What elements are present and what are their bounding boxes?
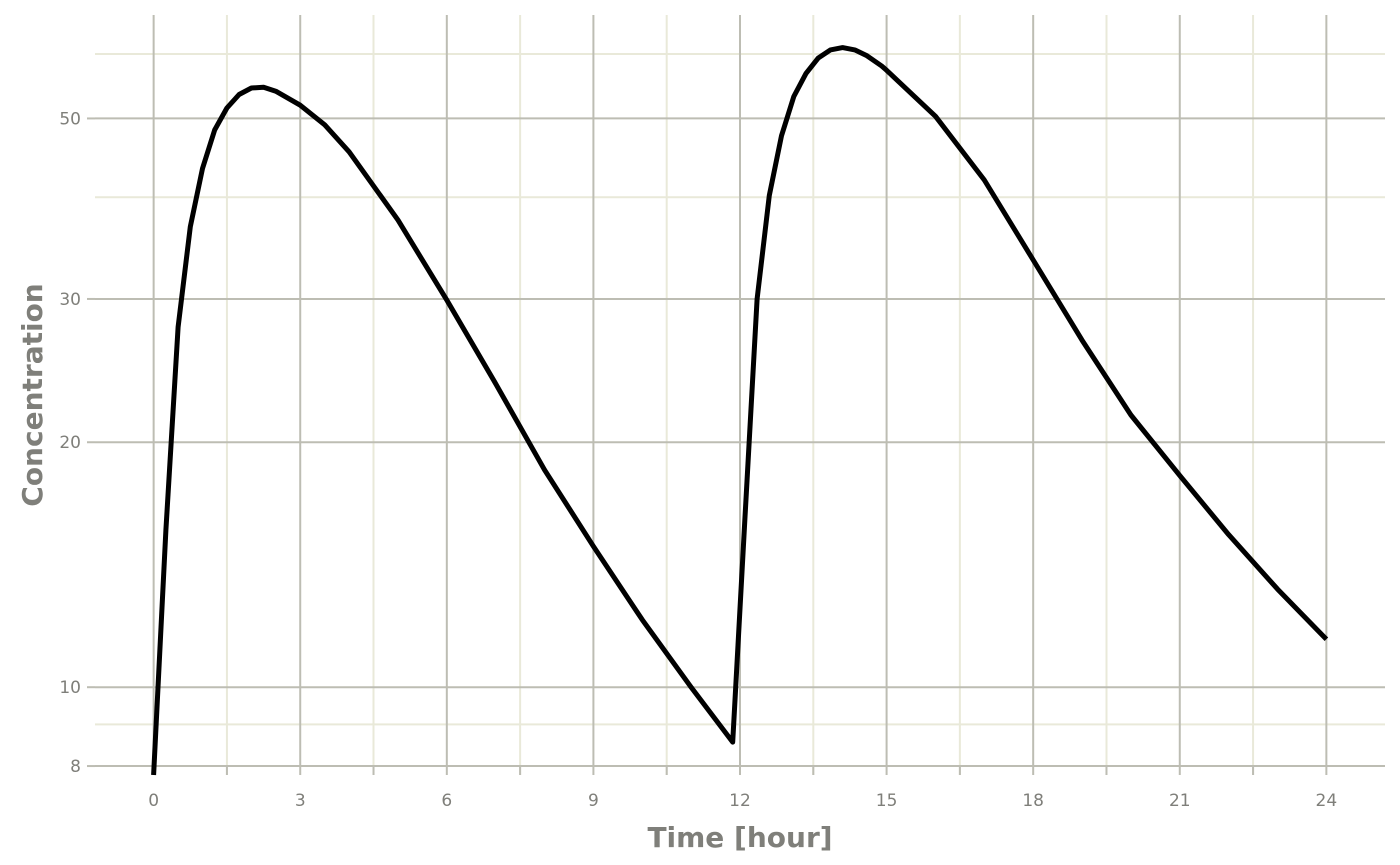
x-tick-label: 9 xyxy=(588,791,599,811)
y-tick-label: 8 xyxy=(70,757,81,777)
axis-ticks: 0 3 6 9 12 15 18 21 24 8 10 20 30 50 xyxy=(59,109,1337,811)
y-axis-title: Concentration xyxy=(16,283,49,506)
x-tick-label: 0 xyxy=(148,791,159,811)
x-axis-title: Time [hour] xyxy=(647,821,832,854)
x-tick-label: 6 xyxy=(441,791,452,811)
y-tick-label: 30 xyxy=(59,290,81,310)
x-tick-label: 3 xyxy=(295,791,306,811)
concentration-line xyxy=(151,45,1329,776)
x-tick-label: 24 xyxy=(1316,791,1338,811)
y-tick-label: 10 xyxy=(59,678,81,698)
x-tick-label: 21 xyxy=(1169,791,1191,811)
x-tick-label: 15 xyxy=(876,791,898,811)
x-tick-label: 18 xyxy=(1022,791,1044,811)
y-tick-label: 20 xyxy=(59,433,81,453)
series-layer xyxy=(151,45,1329,776)
y-tick-label: 50 xyxy=(59,109,81,129)
major-grid xyxy=(95,15,1385,775)
x-tick-label: 12 xyxy=(729,791,751,811)
